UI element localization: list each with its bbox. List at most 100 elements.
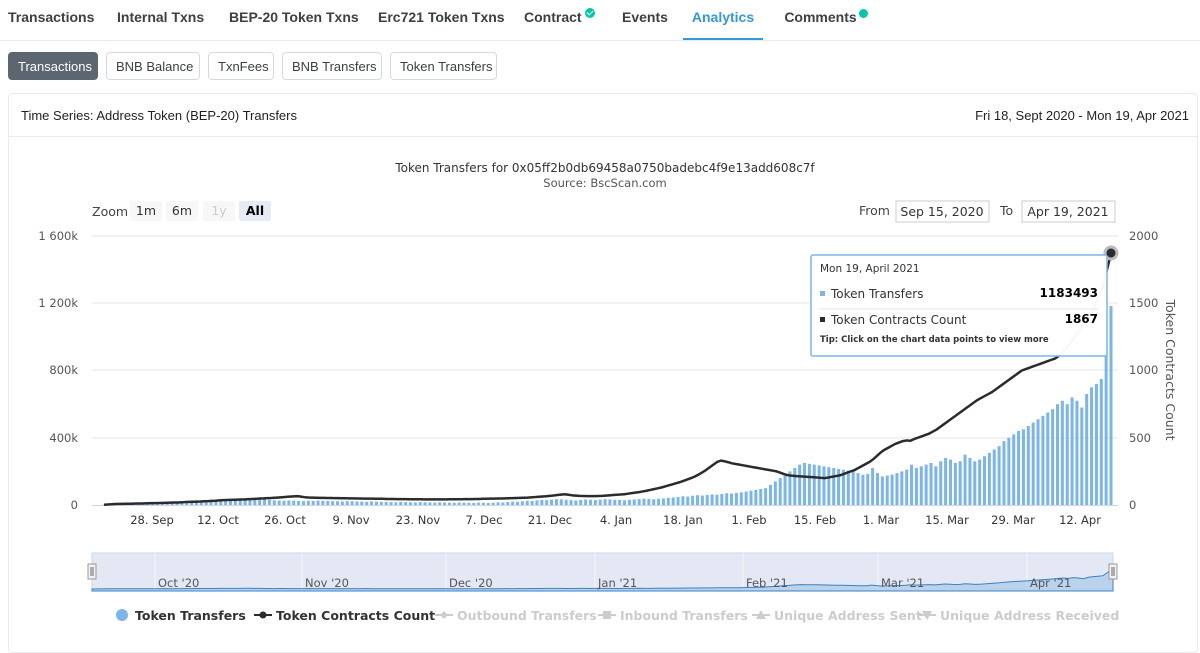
bar[interactable]: [822, 466, 825, 505]
bar[interactable]: [535, 500, 538, 505]
bar[interactable]: [667, 498, 670, 505]
zoom-6m-button[interactable]: 6m: [166, 201, 198, 221]
bar[interactable]: [574, 500, 577, 505]
bar[interactable]: [1105, 345, 1108, 505]
zoom-all-button[interactable]: All: [239, 201, 271, 221]
bar[interactable]: [608, 499, 611, 505]
bar[interactable]: [793, 468, 796, 505]
bar[interactable]: [380, 502, 383, 505]
bar[interactable]: [453, 503, 456, 505]
bar[interactable]: [905, 470, 908, 505]
bar[interactable]: [740, 492, 743, 505]
bar[interactable]: [968, 458, 971, 505]
bar[interactable]: [662, 498, 665, 505]
bar[interactable]: [565, 500, 568, 505]
bar[interactable]: [1041, 416, 1044, 505]
bar[interactable]: [1090, 387, 1093, 505]
bar[interactable]: [638, 499, 641, 505]
bar[interactable]: [633, 499, 636, 505]
bar[interactable]: [307, 501, 310, 505]
bar[interactable]: [764, 488, 767, 505]
bar[interactable]: [404, 502, 407, 505]
bar[interactable]: [521, 501, 524, 505]
bar[interactable]: [925, 465, 928, 505]
bar[interactable]: [321, 501, 324, 505]
bar[interactable]: [686, 497, 689, 505]
bar[interactable]: [511, 502, 514, 505]
bar[interactable]: [497, 502, 500, 505]
bar[interactable]: [555, 499, 558, 505]
bar[interactable]: [516, 502, 519, 505]
bar[interactable]: [876, 473, 879, 505]
bar[interactable]: [1080, 407, 1083, 505]
bar[interactable]: [803, 463, 806, 505]
bar[interactable]: [672, 497, 675, 505]
bar[interactable]: [399, 502, 402, 505]
bar[interactable]: [287, 500, 290, 505]
bar[interactable]: [1017, 431, 1020, 505]
bar[interactable]: [414, 502, 417, 505]
bar[interactable]: [730, 494, 733, 505]
bar[interactable]: [745, 492, 748, 505]
bar[interactable]: [1056, 404, 1059, 505]
bar[interactable]: [302, 501, 305, 505]
bar[interactable]: [594, 500, 597, 505]
legend-unique-address-received[interactable]: Unique Address Received: [918, 608, 1119, 623]
bar[interactable]: [701, 496, 704, 505]
bar[interactable]: [375, 502, 378, 505]
bar[interactable]: [847, 471, 850, 505]
legend-outbound-transfers[interactable]: Outbound Transfers: [435, 608, 597, 623]
bar[interactable]: [560, 499, 563, 505]
bar[interactable]: [1027, 426, 1030, 505]
bar[interactable]: [331, 501, 334, 505]
navigator-handle-left[interactable]: [88, 564, 96, 579]
bar[interactable]: [501, 502, 504, 505]
bar[interactable]: [550, 500, 553, 505]
bar[interactable]: [944, 458, 947, 505]
bar[interactable]: [954, 463, 957, 505]
bar[interactable]: [1012, 434, 1015, 505]
bar[interactable]: [409, 502, 412, 505]
bar[interactable]: [691, 496, 694, 505]
bar[interactable]: [292, 501, 295, 505]
bar[interactable]: [861, 475, 864, 505]
bar[interactable]: [278, 501, 281, 505]
from-date-input[interactable]: Sep 15, 2020: [896, 201, 989, 222]
bar[interactable]: [769, 485, 772, 505]
bar[interactable]: [725, 493, 728, 505]
bar[interactable]: [1002, 441, 1005, 505]
bar[interactable]: [365, 502, 368, 505]
bar[interactable]: [886, 476, 889, 505]
bar[interactable]: [336, 501, 339, 505]
bar[interactable]: [832, 468, 835, 505]
bar[interactable]: [1061, 401, 1064, 505]
bar[interactable]: [774, 481, 777, 505]
bar[interactable]: [998, 446, 1001, 505]
bar[interactable]: [993, 450, 996, 505]
bar[interactable]: [871, 468, 874, 505]
bar[interactable]: [706, 495, 709, 505]
bar[interactable]: [647, 499, 650, 505]
bar[interactable]: [1007, 438, 1010, 505]
bar[interactable]: [711, 494, 714, 505]
bar[interactable]: [419, 502, 422, 505]
bar[interactable]: [604, 499, 607, 505]
bar[interactable]: [1109, 306, 1112, 505]
bar[interactable]: [360, 502, 363, 505]
zoom-1m-button[interactable]: 1m: [130, 201, 162, 221]
bar[interactable]: [628, 500, 631, 505]
bar[interactable]: [1095, 384, 1098, 505]
bar[interactable]: [881, 476, 884, 505]
bar[interactable]: [827, 467, 830, 505]
bar[interactable]: [964, 455, 967, 505]
bar[interactable]: [852, 471, 855, 505]
bar[interactable]: [570, 500, 573, 505]
legend-unique-address-sent[interactable]: Unique Address Sent: [752, 608, 922, 623]
to-date-input[interactable]: Apr 19, 2021: [1022, 201, 1115, 222]
navigator[interactable]: Oct '20 Nov '20 Dec '20 Jan '21 Feb '21 …: [92, 553, 1113, 591]
bar[interactable]: [1022, 429, 1025, 505]
bar[interactable]: [759, 489, 762, 505]
bar[interactable]: [458, 502, 461, 505]
bar[interactable]: [1066, 404, 1069, 505]
bar[interactable]: [438, 502, 441, 505]
